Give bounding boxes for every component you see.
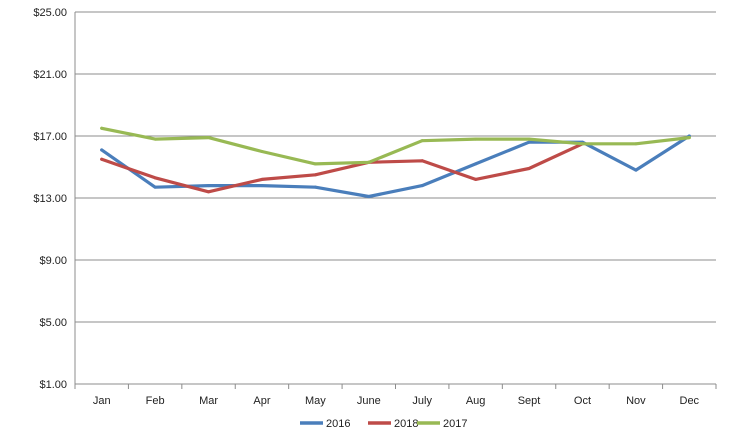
grid-layer: [75, 11, 716, 385]
x-tick-label: July: [412, 395, 432, 407]
series-line-2018: [100, 142, 585, 194]
y-tick-label: $13.00: [33, 193, 67, 205]
x-tick-label: Apr: [253, 395, 270, 407]
data-point-2018: [207, 190, 211, 194]
label-layer: $1.00 $5.00 $9.00 $13.00 $17.00 $21.00 $25.00 J…: [33, 7, 699, 407]
data-point-2017: [580, 142, 584, 146]
y-tick-label: $1.00: [39, 379, 67, 391]
x-tick-label: June: [357, 395, 381, 407]
data-point-2016: [153, 185, 157, 189]
data-point-2017: [367, 160, 371, 164]
data-point-2017: [527, 137, 531, 141]
legend-item-2017: 2017: [417, 418, 467, 430]
data-point-2018: [420, 159, 424, 163]
data-point-2018: [474, 177, 478, 181]
x-tick-label: Jan: [93, 395, 111, 407]
series-line-2017: [100, 126, 691, 166]
data-point-2016: [474, 162, 478, 166]
data-point-2016: [207, 184, 211, 188]
data-point-2016: [260, 184, 264, 188]
data-point-2016: [367, 194, 371, 198]
data-point-2016: [313, 185, 317, 189]
x-tick-label: Aug: [466, 395, 486, 407]
y-tick-label: $21.00: [33, 69, 67, 81]
data-point-2017: [260, 150, 264, 153]
y-tick-label: $25.00: [33, 7, 67, 19]
data-point-2018: [100, 157, 104, 161]
data-point-2016: [420, 184, 424, 188]
x-tick-label: Mar: [199, 395, 218, 407]
data-point-2017: [634, 142, 638, 146]
x-tick-label: Nov: [626, 395, 646, 407]
data-point-2016: [100, 148, 104, 152]
data-point-2018: [260, 177, 264, 181]
axis-layer: [74, 12, 717, 389]
legend-label: 2016: [326, 418, 350, 430]
data-point-2017: [313, 162, 317, 166]
data-point-2018: [527, 167, 531, 171]
legend-label: 2017: [443, 418, 467, 430]
data-point-2017: [420, 139, 424, 143]
x-tick-label: Feb: [146, 395, 165, 407]
data-point-2017: [687, 136, 691, 140]
y-tick-label: $17.00: [33, 131, 67, 143]
data-point-2016: [634, 168, 638, 172]
data-point-2016: [527, 140, 531, 144]
legend: 2016 2018 2017: [300, 418, 467, 430]
data-point-2017: [207, 136, 211, 140]
legend-label: 2018: [394, 418, 418, 430]
legend-item-2016: 2016: [300, 418, 350, 430]
x-tick-label: Sept: [518, 395, 541, 407]
y-tick-label: $5.00: [39, 317, 67, 329]
x-tick-label: Oct: [574, 395, 591, 407]
legend-item-2018: 2018: [368, 418, 418, 430]
series-layer: [100, 126, 691, 199]
data-point-2018: [153, 176, 157, 180]
data-point-2017: [153, 137, 157, 141]
data-point-2018: [313, 173, 317, 177]
x-tick-label: Dec: [680, 395, 700, 407]
data-point-2017: [100, 126, 104, 130]
series-line-2016: [100, 134, 691, 199]
data-point-2017: [474, 137, 478, 141]
y-tick-label: $9.00: [39, 255, 67, 267]
x-tick-label: May: [305, 395, 326, 407]
